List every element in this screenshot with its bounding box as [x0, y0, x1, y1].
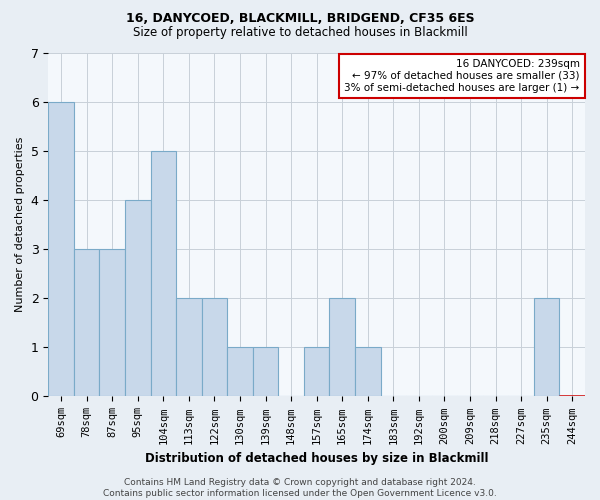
Bar [329, 298, 355, 396]
Bar [253, 348, 278, 397]
Bar [74, 249, 100, 396]
Bar [355, 348, 380, 397]
Bar [151, 151, 176, 396]
Y-axis label: Number of detached properties: Number of detached properties [15, 137, 25, 312]
Bar [100, 249, 125, 396]
Text: Contains HM Land Registry data © Crown copyright and database right 2024.
Contai: Contains HM Land Registry data © Crown c… [103, 478, 497, 498]
Bar [48, 102, 74, 397]
Bar [304, 348, 329, 397]
Bar [125, 200, 151, 396]
X-axis label: Distribution of detached houses by size in Blackmill: Distribution of detached houses by size … [145, 452, 488, 465]
Bar [202, 298, 227, 396]
Text: Size of property relative to detached houses in Blackmill: Size of property relative to detached ho… [133, 26, 467, 39]
Bar [176, 298, 202, 396]
Text: 16, DANYCOED, BLACKMILL, BRIDGEND, CF35 6ES: 16, DANYCOED, BLACKMILL, BRIDGEND, CF35 … [125, 12, 475, 26]
Bar [227, 348, 253, 397]
Bar [534, 298, 559, 396]
Text: 16 DANYCOED: 239sqm
← 97% of detached houses are smaller (33)
3% of semi-detache: 16 DANYCOED: 239sqm ← 97% of detached ho… [344, 60, 580, 92]
